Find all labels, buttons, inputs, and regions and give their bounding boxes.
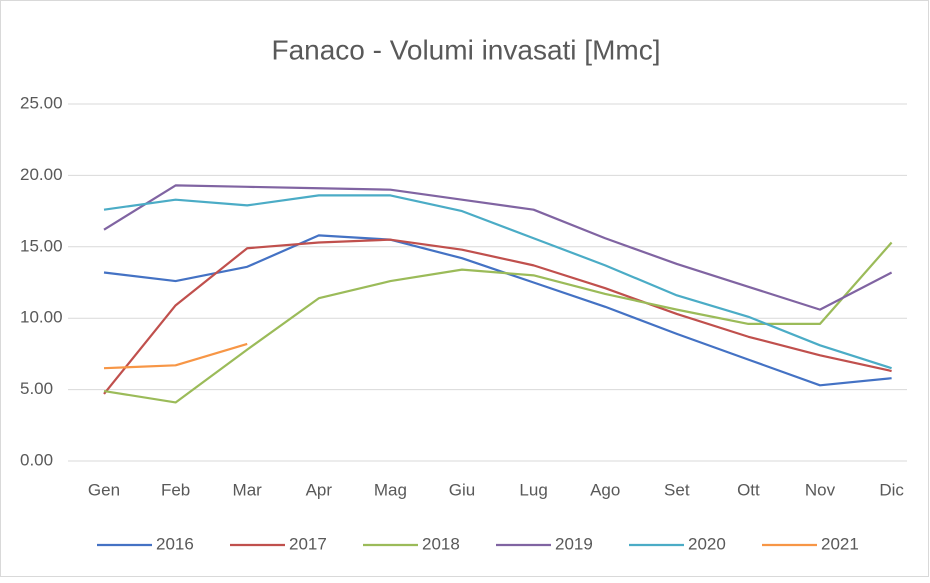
x-tick-label: Gen	[88, 480, 120, 499]
x-tick-label: Mag	[374, 480, 407, 499]
x-tick-label: Ott	[737, 480, 760, 499]
x-tick-label: Lug	[519, 480, 547, 499]
legend-label: 2018	[422, 534, 460, 553]
series-line	[103, 234, 892, 387]
y-tick-label: 25.00	[20, 93, 63, 112]
series-line	[103, 238, 892, 395]
series-line	[103, 342, 248, 370]
legend-label: 2016	[156, 534, 194, 553]
legend-label: 2019	[555, 534, 593, 553]
x-tick-label: Mar	[233, 480, 263, 499]
series-line	[103, 184, 893, 311]
y-tick-label: 15.00	[20, 236, 63, 255]
x-tick-label: Nov	[805, 480, 836, 499]
legend-label: 2020	[688, 534, 726, 553]
series-line	[103, 241, 893, 404]
legend-label: 2021	[821, 534, 859, 553]
y-tick-label: 10.00	[20, 308, 63, 327]
series-line	[103, 194, 892, 370]
x-tick-label: Dic	[879, 480, 904, 499]
legend-label: 2017	[289, 534, 327, 553]
x-tick-label: Giu	[449, 480, 475, 499]
y-tick-label: 5.00	[20, 379, 53, 398]
x-tick-label: Ago	[590, 480, 620, 499]
y-tick-label: 20.00	[20, 165, 63, 184]
chart-title: Fanaco - Volumi invasati [Mmc]	[271, 34, 660, 65]
x-tick-label: Set	[664, 480, 690, 499]
x-tick-label: Feb	[161, 480, 190, 499]
x-tick-label: Apr	[306, 480, 333, 499]
y-tick-label: 0.00	[20, 450, 53, 469]
